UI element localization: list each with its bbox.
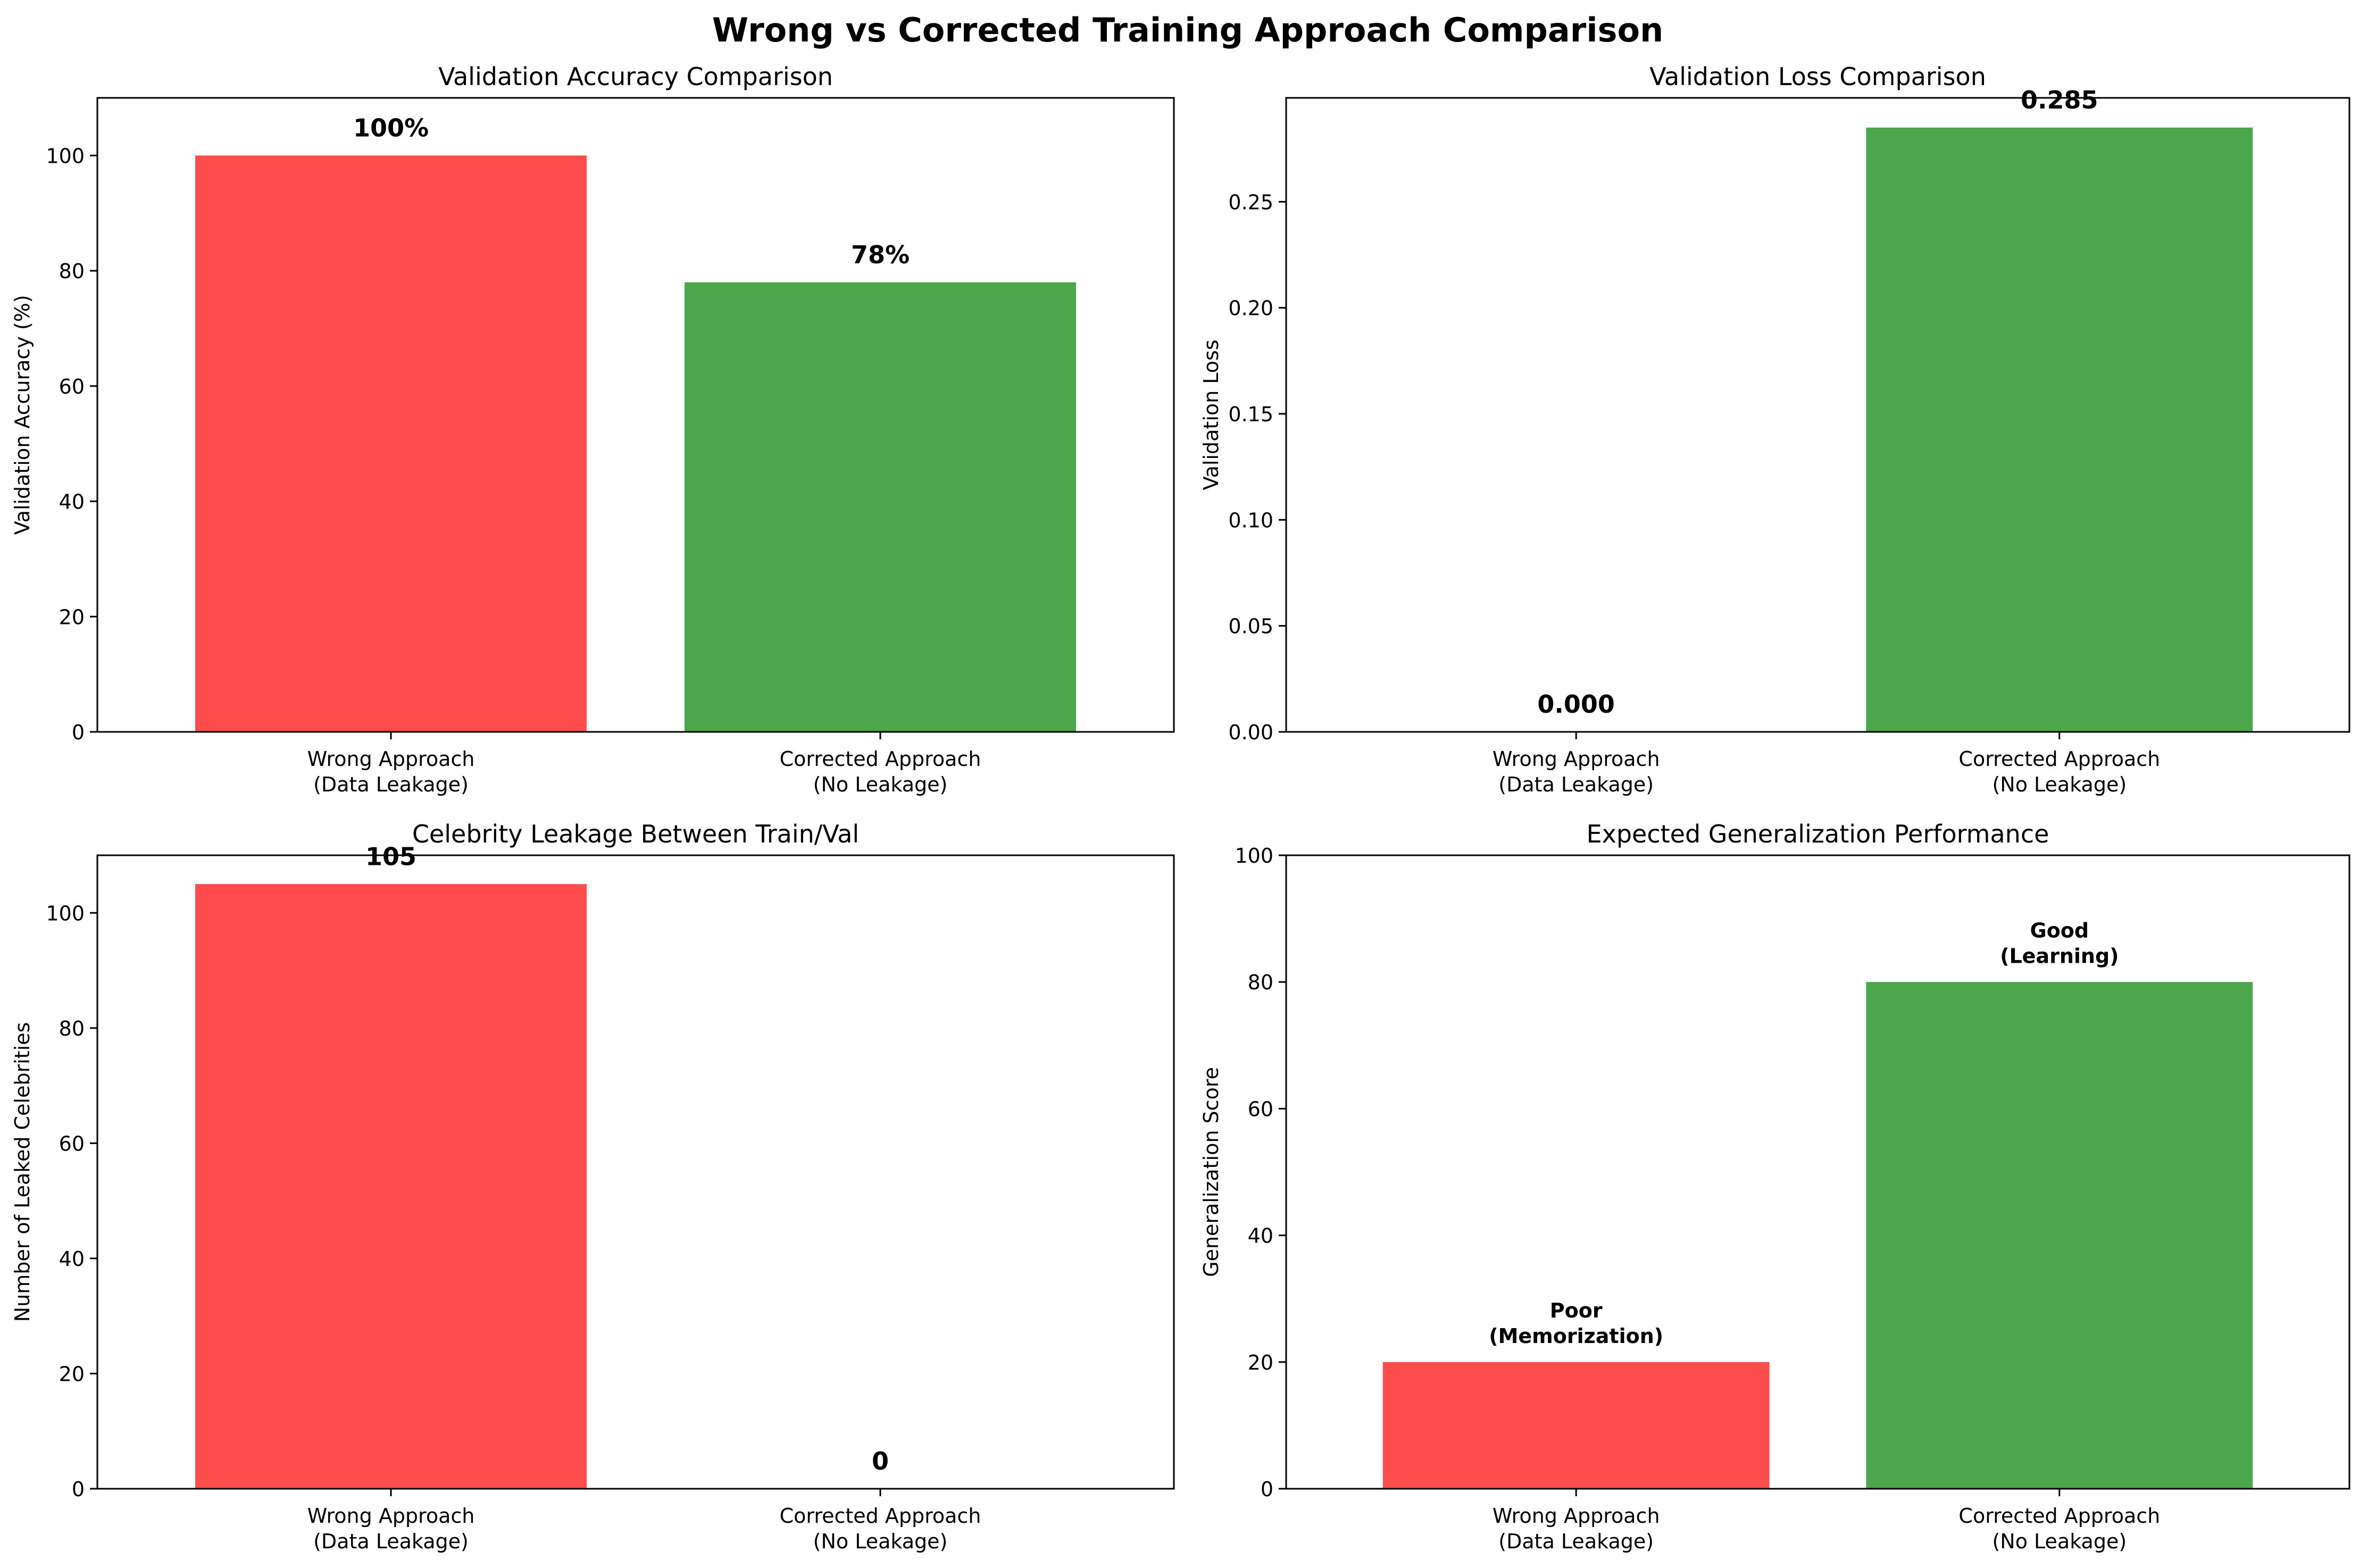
y-tick-label-validation-accuracy-4: 80 [59,260,85,283]
y-tick-label-celebrity-leakage-5: 100 [46,902,85,925]
y-tick-label-validation-loss-0: 0.00 [1228,721,1273,744]
bar-generalization-1 [1866,982,2253,1489]
y-axis-label-generalization: Generalization Score [1199,1067,1223,1277]
data-label-validation-loss-1-0: 0.285 [2021,86,2098,114]
x-tick-label-validation-loss-1-1: (No Leakage) [1992,773,2127,796]
bar-validation-loss-1 [1866,127,2253,732]
subplot-title-generalization: Expected Generalization Performance [1587,820,2049,848]
y-tick-label-validation-loss-1: 0.05 [1228,615,1273,638]
x-tick-label-generalization-0-0: Wrong Approach [1493,1504,1660,1528]
data-label-validation-accuracy-1-0: 78% [851,240,910,269]
subplot-title-celebrity-leakage: Celebrity Leakage Between Train/Val [412,820,859,848]
data-label-generalization-0-0: Poor [1550,1299,1603,1322]
axes-frame-validation-accuracy [96,97,1175,733]
x-tick-label-validation-accuracy-0-0: Wrong Approach [307,747,475,771]
x-tick-label-celebrity-leakage-0-1: (Data Leakage) [313,1530,469,1553]
y-tick-label-celebrity-leakage-2: 40 [59,1247,85,1271]
axes-frame-validation-loss [1285,97,2350,733]
y-axis-label-validation-loss: Validation Loss [1199,339,1223,490]
data-label-celebrity-leakage-1-0: 0 [872,1447,889,1475]
x-tick-label-celebrity-leakage-1-0: Corrected Approach [780,1504,981,1528]
x-tick-label-generalization-1-1: (No Leakage) [1992,1530,2127,1553]
subplot-celebrity-leakage: Celebrity Leakage Between Train/Val 0 20 40… [11,820,1175,1553]
subplot-title-validation-loss: Validation Loss Comparison [1649,62,1986,91]
y-axis-label-celebrity-leakage: Number of Leaked Celebrities [11,1022,34,1322]
y-tick-label-generalization-5: 100 [1235,844,1273,868]
bar-validation-accuracy-0 [195,155,587,732]
y-axis-label-validation-accuracy: Validation Accuracy (%) [11,295,34,535]
x-tick-label-validation-loss-0-0: Wrong Approach [1493,747,1660,771]
y-tick-label-generalization-0: 0 [1261,1478,1273,1501]
bar-validation-accuracy-1 [685,282,1076,732]
y-tick-label-validation-accuracy-2: 40 [59,490,85,514]
x-tick-label-generalization-1-0: Corrected Approach [1958,1504,2160,1528]
y-tick-label-celebrity-leakage-3: 60 [59,1132,85,1155]
subplot-validation-accuracy: Validation Accuracy Comparison 0 20 40 60 80 1… [11,62,1175,796]
y-tick-label-celebrity-leakage-4: 80 [59,1017,85,1040]
axes-frame-celebrity-leakage [96,854,1175,1490]
data-label-validation-accuracy-0-0: 100% [353,114,429,143]
y-tick-label-validation-loss-2: 0.10 [1228,508,1273,532]
axes-frame-generalization [1285,854,2350,1490]
subplot-validation-loss: Validation Loss Comparison 0.00 0.05 0.10 0.… [1199,62,2350,796]
y-tick-label-celebrity-leakage-0: 0 [72,1478,85,1501]
y-tick-label-validation-accuracy-3: 60 [59,375,85,398]
x-tick-label-validation-accuracy-0-1: (Data Leakage) [313,773,469,796]
data-label-generalization-1-1: (Learning) [2000,944,2119,968]
y-tick-label-validation-loss-4: 0.20 [1228,297,1273,320]
y-tick-label-generalization-1: 20 [1248,1351,1273,1374]
y-tick-label-validation-accuracy-0: 0 [72,721,85,744]
bar-generalization-0 [1382,1362,1770,1489]
x-tick-label-validation-loss-1-0: Corrected Approach [1958,747,2160,771]
x-tick-label-celebrity-leakage-0-0: Wrong Approach [307,1504,475,1528]
y-tick-label-validation-accuracy-5: 100 [46,144,85,168]
y-tick-label-generalization-3: 60 [1248,1097,1273,1121]
data-label-generalization-0-1: (Memorization) [1489,1324,1663,1348]
x-tick-label-celebrity-leakage-1-1: (No Leakage) [813,1530,948,1553]
x-tick-label-validation-accuracy-1-1: (No Leakage) [813,773,948,796]
x-tick-label-validation-accuracy-1-0: Corrected Approach [780,747,981,771]
y-tick-label-validation-loss-5: 0.25 [1228,190,1273,214]
bar-celebrity-leakage-0 [195,884,587,1489]
y-tick-label-validation-loss-3: 0.15 [1228,403,1273,426]
subplot-title-validation-accuracy: Validation Accuracy Comparison [438,62,833,91]
data-label-validation-loss-0-0: 0.000 [1537,690,1615,719]
subplot-generalization: Expected Generalization Performance 0 20 40… [1199,820,2350,1553]
y-tick-label-validation-accuracy-1: 20 [59,605,85,629]
data-label-celebrity-leakage-0-0: 105 [365,842,416,871]
x-tick-label-validation-loss-0-1: (Data Leakage) [1498,773,1654,796]
x-tick-label-generalization-0-1: (Data Leakage) [1498,1530,1654,1553]
data-label-generalization-1-0: Good [2030,919,2089,942]
figure-title: Wrong vs Corrected Training Approach Com… [712,11,1663,49]
y-tick-label-generalization-4: 80 [1248,971,1273,994]
y-tick-label-celebrity-leakage-1: 20 [59,1362,85,1386]
y-tick-label-generalization-2: 40 [1248,1224,1273,1248]
